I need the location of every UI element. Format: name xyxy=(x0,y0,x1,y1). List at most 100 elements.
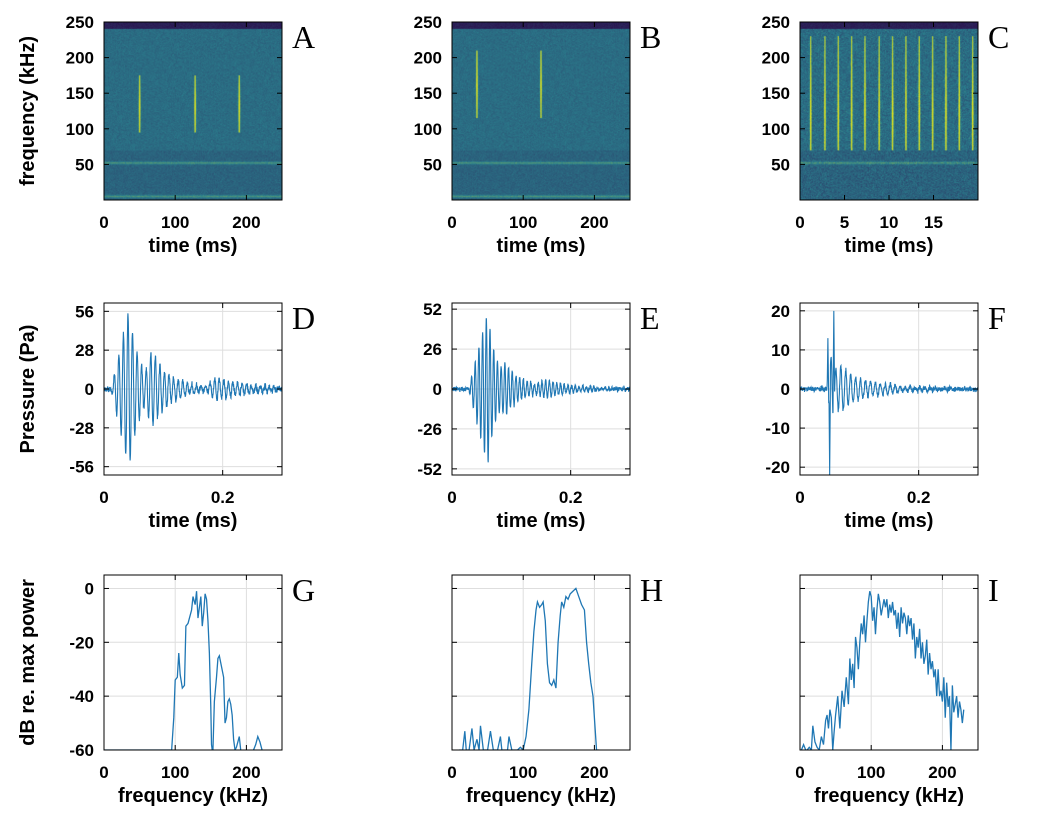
x-tick-label: 0 xyxy=(99,488,108,507)
y-tick-label: -10 xyxy=(765,419,790,438)
axes-frame xyxy=(451,21,631,201)
x-tick-label: 0 xyxy=(795,213,804,232)
y-tick-label: -52 xyxy=(417,460,442,479)
spectrogram-C xyxy=(800,22,978,200)
x-tick-label: 0 xyxy=(447,213,456,232)
x-tick-label: 200 xyxy=(232,763,260,782)
x-axis-label: time (ms) xyxy=(149,510,238,532)
x-tick-label: 100 xyxy=(509,213,537,232)
y-tick-label: 100 xyxy=(414,120,442,139)
spectrum-I xyxy=(800,590,965,750)
y-tick-label: 52 xyxy=(423,300,442,319)
x-axis-label: time (ms) xyxy=(845,510,934,532)
x-tick-label: 0.2 xyxy=(907,488,931,507)
x-tick-label: 0 xyxy=(795,763,804,782)
x-tick-label: 200 xyxy=(580,213,608,232)
y-tick-label: 50 xyxy=(75,155,94,174)
x-axis-label: time (ms) xyxy=(149,235,238,257)
spectrogram-A xyxy=(104,22,282,200)
y-tick-label: 200 xyxy=(762,49,790,68)
y-tick-label: -26 xyxy=(417,420,442,439)
y-tick-label: -56 xyxy=(69,458,94,477)
x-tick-label: 100 xyxy=(509,763,537,782)
x-tick-label: 5 xyxy=(840,213,849,232)
y-tick-label: -28 xyxy=(69,419,94,438)
y-tick-label: 150 xyxy=(66,84,94,103)
y-tick-label: 250 xyxy=(414,13,442,32)
x-tick-label: 10 xyxy=(880,213,899,232)
x-tick-label: 100 xyxy=(161,213,189,232)
spectrum-extra-G xyxy=(252,734,263,750)
axes-frame xyxy=(799,574,979,751)
y-axis-label: dB re. max power xyxy=(17,579,39,746)
y-tick-label: 26 xyxy=(423,340,442,359)
panel-D: 0 0.2 -56 -28 0 28 56 time (ms) Pressure (Pa) D xyxy=(17,300,315,532)
y-tick-label: 100 xyxy=(66,120,94,139)
x-tick-label: 100 xyxy=(161,763,189,782)
panel-letter: F xyxy=(988,300,1006,336)
y-tick-label: 10 xyxy=(771,341,790,360)
x-tick-label: 200 xyxy=(928,763,956,782)
y-tick-label: 0 xyxy=(781,380,790,399)
y-tick-label: 0 xyxy=(85,380,94,399)
panel-B: 0 100 200 50 100 150 200 250 time (ms) B xyxy=(414,13,662,257)
x-tick-label: 15 xyxy=(924,213,943,232)
panel-letter: B xyxy=(640,19,661,55)
axes-frame xyxy=(103,21,283,201)
panel-letter: C xyxy=(988,19,1009,55)
grid xyxy=(451,575,630,751)
y-tick-label: -60 xyxy=(69,741,94,760)
y-tick-label: 28 xyxy=(75,341,94,360)
panel-letter: E xyxy=(640,300,660,336)
x-tick-label: 0 xyxy=(795,488,804,507)
spectrum-G xyxy=(170,591,242,750)
x-tick-label: 0.2 xyxy=(211,488,235,507)
x-tick-label: 0 xyxy=(99,763,108,782)
axes-frame xyxy=(451,574,631,751)
y-tick-label: 250 xyxy=(66,13,94,32)
x-axis-label: time (ms) xyxy=(497,235,586,257)
panel-letter: I xyxy=(988,572,999,608)
x-axis-label: frequency (kHz) xyxy=(466,785,616,807)
x-axis-label: time (ms) xyxy=(497,510,586,532)
x-axis-label: frequency (kHz) xyxy=(814,785,964,807)
waveform-F xyxy=(800,310,978,475)
panel-A: 0 100 200 50 100 150 200 250 time (ms) frequency … xyxy=(17,13,315,257)
x-tick-label: 100 xyxy=(857,763,885,782)
panel-G: 0 100 200 -60 -40 -20 0 frequency (kHz) dB re. m… xyxy=(17,572,315,807)
x-tick-label: 0 xyxy=(99,213,108,232)
spectrum-H xyxy=(459,587,600,750)
y-tick-label: 150 xyxy=(414,84,442,103)
y-tick-label: 50 xyxy=(423,155,442,174)
panel-letter: H xyxy=(640,572,663,608)
y-tick-label: 56 xyxy=(75,302,94,321)
panel-letter: D xyxy=(292,300,315,336)
y-tick-label: 150 xyxy=(762,84,790,103)
x-axis-label: frequency (kHz) xyxy=(118,785,268,807)
y-tick-label: 100 xyxy=(762,120,790,139)
axes-frame xyxy=(103,574,283,751)
y-tick-label: -20 xyxy=(765,458,790,477)
y-tick-label: 200 xyxy=(66,49,94,68)
y-axis-label: Pressure (Pa) xyxy=(17,325,39,454)
y-tick-label: 0 xyxy=(85,579,94,598)
y-tick-label: 0 xyxy=(433,380,442,399)
panel-E: 0 0.2 -52 -26 0 26 52 time (ms) E xyxy=(417,300,659,532)
y-tick-label: 20 xyxy=(771,302,790,321)
y-tick-label: 50 xyxy=(771,155,790,174)
x-tick-label: 0 xyxy=(447,488,456,507)
x-axis-label: time (ms) xyxy=(845,235,934,257)
y-tick-label: -20 xyxy=(69,633,94,652)
panel-letter: A xyxy=(292,19,315,55)
waveform-D xyxy=(104,313,282,461)
panel-I: 0 100 200 frequency (kHz) I xyxy=(795,572,998,807)
y-tick-label: -40 xyxy=(69,687,94,706)
panel-letter: G xyxy=(292,572,315,608)
panel-F: 0 0.2 -20 -10 0 10 20 time (ms) F xyxy=(765,300,1005,532)
x-tick-label: 0.2 xyxy=(559,488,583,507)
x-tick-label: 200 xyxy=(232,213,260,232)
y-tick-label: 250 xyxy=(762,13,790,32)
y-axis-label: frequency (kHz) xyxy=(17,36,39,186)
x-tick-label: 200 xyxy=(580,763,608,782)
